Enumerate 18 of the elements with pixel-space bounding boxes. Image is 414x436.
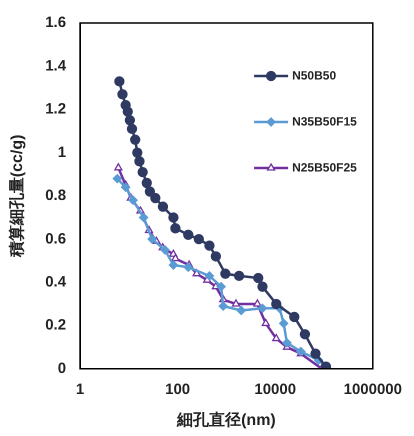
x-tick-label: 10000 — [254, 380, 296, 398]
y-tick-label: 1 — [58, 144, 66, 161]
y-tick-label: 0.8 — [45, 187, 66, 204]
y-tick-label: 1.6 — [45, 14, 66, 32]
y-tick-label: 0.4 — [45, 273, 67, 290]
y-axis-title: 積算細孔量(cc/g) — [8, 134, 26, 258]
x-tick-label: 1 — [76, 380, 84, 398]
legend-label: N25B50F25 — [292, 160, 358, 174]
x-tick-label: 1000000 — [344, 380, 402, 398]
legend-label: N35B50F15 — [292, 114, 358, 128]
y-tick-label: 0.6 — [45, 230, 66, 248]
y-tick-label: 0 — [58, 360, 66, 377]
x-axis-title: 細孔直径(nm) — [176, 410, 276, 429]
y-tick-label: 0.2 — [45, 316, 66, 334]
y-tick-label: 1.2 — [45, 100, 66, 118]
y-tick-label: 1.4 — [45, 57, 67, 74]
x-tick-label: 100 — [165, 380, 190, 398]
legend-label: N50B50 — [292, 68, 336, 82]
